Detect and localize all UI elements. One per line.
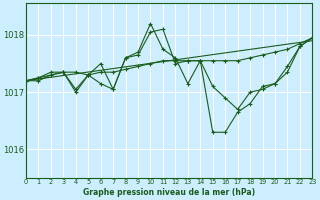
X-axis label: Graphe pression niveau de la mer (hPa): Graphe pression niveau de la mer (hPa) — [83, 188, 255, 197]
